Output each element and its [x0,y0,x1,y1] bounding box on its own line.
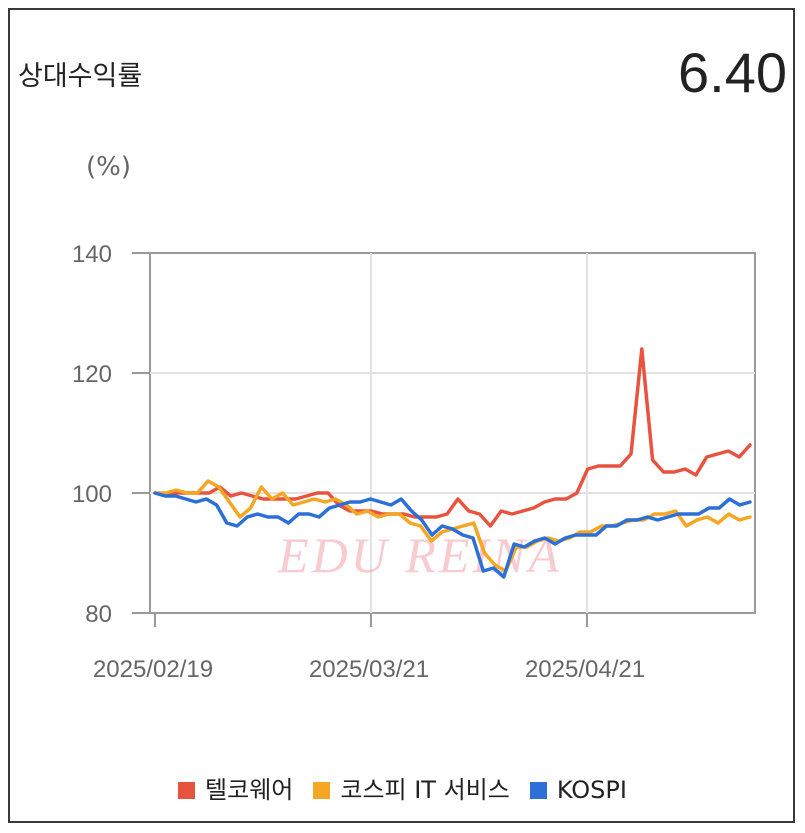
y-tick-label: 120 [72,361,112,388]
legend-item: 코스피 IT 서비스 [313,770,510,805]
watermark: EDU REINA [277,527,562,583]
y-tick-label: 80 [85,601,112,628]
legend-label: KOSPI [556,776,627,804]
legend-swatch [178,782,196,799]
y-tick-label: 140 [72,241,112,268]
x-tick-label: 2025/03/21 [309,656,429,683]
series-line [153,347,752,528]
plot-frame [149,252,756,614]
chart-card [8,8,795,823]
legend-item: KOSPI [529,776,627,804]
x-tick-label: 2025/04/21 [525,656,645,683]
y-axis-unit: (%) [86,152,131,182]
relative-return-value: 6.40 [678,41,787,104]
legend-item: 텔코웨어 [178,770,293,805]
legend-label: 코스피 IT 서비스 [340,776,510,804]
chart-legend: 텔코웨어 코스피 IT 서비스 KOSPI [0,770,805,805]
legend-label: 텔코웨어 [205,776,294,804]
x-tick-label: 2025/02/19 [93,656,213,683]
legend-swatch [529,782,547,799]
legend-swatch [313,782,331,799]
y-tick-label: 100 [72,481,112,508]
chart-title: 상대수익률 [18,61,143,92]
series-line [153,491,752,579]
